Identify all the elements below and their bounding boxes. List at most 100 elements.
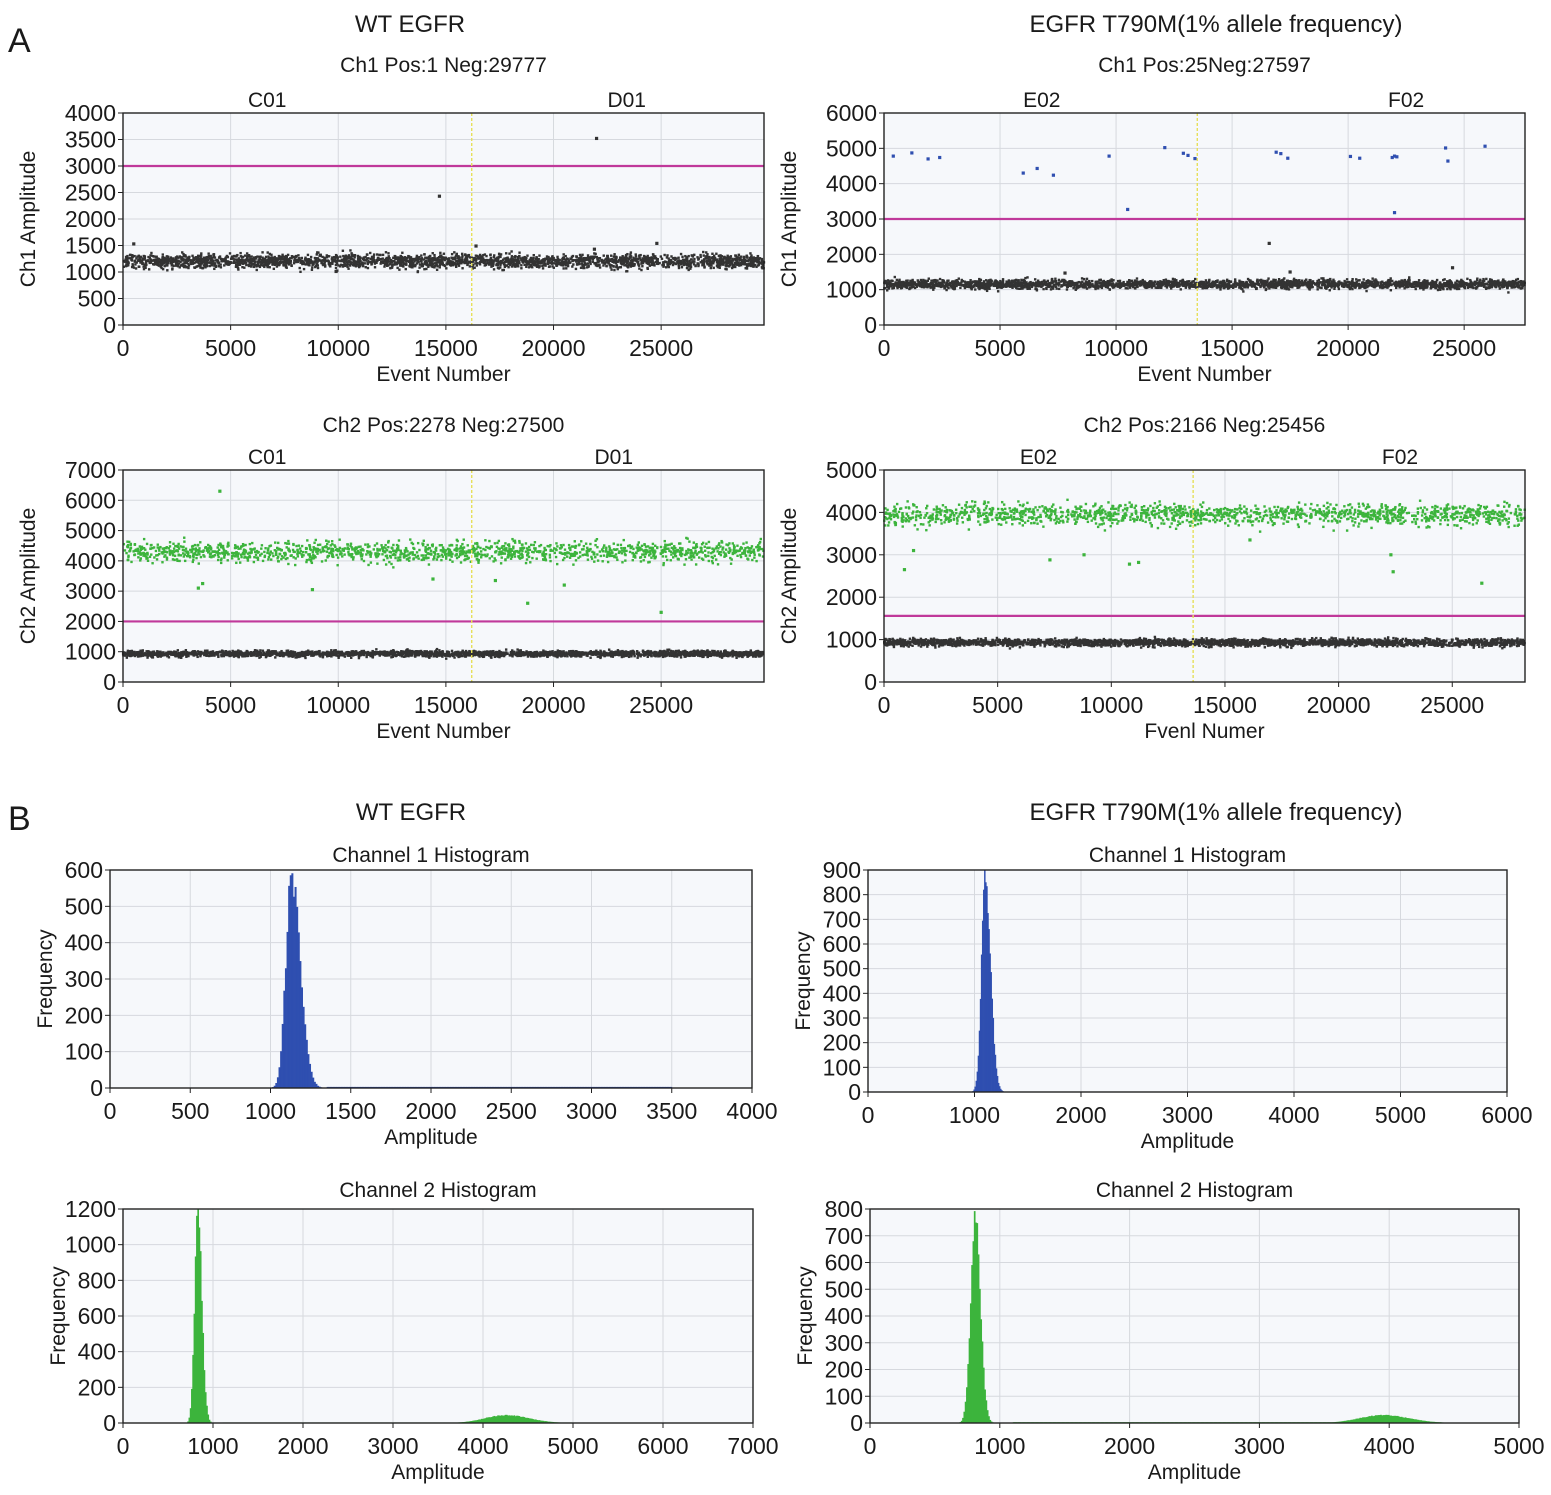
negative-droplet — [1309, 281, 1312, 284]
negative-droplet — [627, 257, 631, 261]
negative-droplet — [1096, 280, 1099, 283]
negative-droplet — [126, 257, 130, 260]
negative-droplet — [279, 261, 282, 265]
negative-droplet — [1007, 284, 1010, 288]
negative-droplet — [450, 256, 453, 259]
negative-droplet — [1096, 286, 1100, 290]
negative-droplet — [425, 267, 428, 271]
negative-droplet — [356, 254, 360, 258]
negative-droplet — [1135, 284, 1139, 288]
x-tick-label: 0 — [117, 335, 130, 361]
negative-droplet — [239, 255, 243, 258]
negative-droplet — [663, 253, 666, 257]
negative-droplet — [712, 259, 715, 263]
negative-droplet — [911, 278, 914, 282]
negative-droplet — [497, 255, 500, 259]
x-tick-label: 25000 — [629, 335, 693, 361]
negative-droplet — [438, 256, 442, 259]
negative-droplet — [688, 264, 691, 267]
negative-droplet — [518, 251, 521, 254]
negative-droplet — [945, 288, 948, 292]
negative-droplet — [946, 285, 949, 289]
negative-droplet — [153, 263, 156, 266]
negative-droplet — [935, 284, 938, 287]
negative-droplet — [689, 258, 693, 261]
negative-droplet — [1444, 284, 1447, 288]
negative-droplet — [576, 263, 579, 266]
negative-droplet — [304, 257, 308, 261]
negative-droplet — [688, 259, 691, 263]
negative-droplet — [131, 264, 135, 267]
negative-droplet — [346, 262, 349, 265]
negative-droplet — [1129, 284, 1132, 287]
negative-droplet — [1268, 287, 1271, 290]
negative-droplet — [489, 256, 493, 260]
negative-droplet — [480, 260, 483, 264]
negative-droplet — [482, 253, 485, 257]
negative-droplet — [353, 261, 356, 265]
negative-droplet — [408, 257, 412, 260]
negative-droplet — [887, 282, 891, 286]
negative-droplet — [564, 254, 567, 258]
negative-droplet — [503, 264, 506, 267]
negative-droplet — [161, 267, 165, 271]
negative-droplet — [266, 264, 269, 267]
negative-droplet — [1021, 282, 1024, 286]
negative-droplet — [342, 254, 345, 258]
negative-droplet — [288, 258, 291, 262]
negative-droplet — [913, 281, 917, 284]
negative-droplet — [458, 262, 462, 265]
negative-droplet — [596, 264, 599, 267]
negative-droplet — [147, 255, 150, 259]
negative-droplet — [1130, 279, 1134, 283]
negative-droplet — [712, 266, 715, 270]
negative-droplet — [361, 261, 364, 264]
negative-droplet — [420, 254, 423, 257]
negative-droplet — [1101, 282, 1105, 285]
negative-droplet — [568, 261, 571, 265]
negative-droplet — [963, 286, 967, 290]
negative-droplet — [745, 265, 749, 268]
negative-droplet — [1055, 287, 1058, 290]
negative-droplet — [387, 255, 390, 258]
negative-droplet — [379, 262, 382, 265]
negative-droplet — [393, 259, 396, 263]
negative-droplet — [1156, 280, 1160, 284]
negative-droplet — [380, 257, 383, 261]
negative-droplet — [433, 262, 436, 265]
negative-droplet — [1138, 284, 1142, 287]
negative-droplet — [155, 255, 158, 258]
negative-droplet — [1010, 283, 1014, 286]
negative-droplet — [1394, 286, 1398, 290]
negative-droplet — [1012, 284, 1015, 288]
negative-droplet — [742, 257, 746, 261]
negative-droplet — [1358, 279, 1361, 282]
negative-droplet — [335, 260, 338, 263]
negative-droplet — [996, 290, 1000, 293]
negative-droplet — [1519, 279, 1523, 283]
negative-droplet — [1476, 277, 1479, 280]
negative-droplet — [621, 255, 624, 258]
negative-droplet — [532, 260, 536, 264]
negative-droplet — [421, 264, 425, 268]
negative-droplet — [965, 282, 969, 285]
negative-droplet — [529, 265, 532, 268]
negative-droplet — [951, 284, 954, 287]
negative-droplet — [1150, 286, 1154, 289]
negative-droplet — [254, 257, 258, 260]
negative-droplet — [885, 281, 888, 284]
negative-droplet — [468, 256, 472, 259]
negative-droplet — [725, 264, 728, 268]
negative-droplet — [347, 267, 350, 270]
negative-droplet — [1446, 280, 1449, 283]
negative-droplet — [452, 261, 455, 264]
negative-droplet — [415, 254, 419, 258]
negative-droplet — [1474, 286, 1478, 289]
negative-droplet — [271, 262, 274, 265]
negative-droplet — [445, 267, 448, 270]
negative-droplet — [276, 262, 279, 265]
negative-droplet — [1309, 279, 1312, 282]
negative-droplet — [156, 258, 159, 261]
negative-droplet — [435, 261, 438, 264]
negative-droplet — [453, 258, 457, 261]
